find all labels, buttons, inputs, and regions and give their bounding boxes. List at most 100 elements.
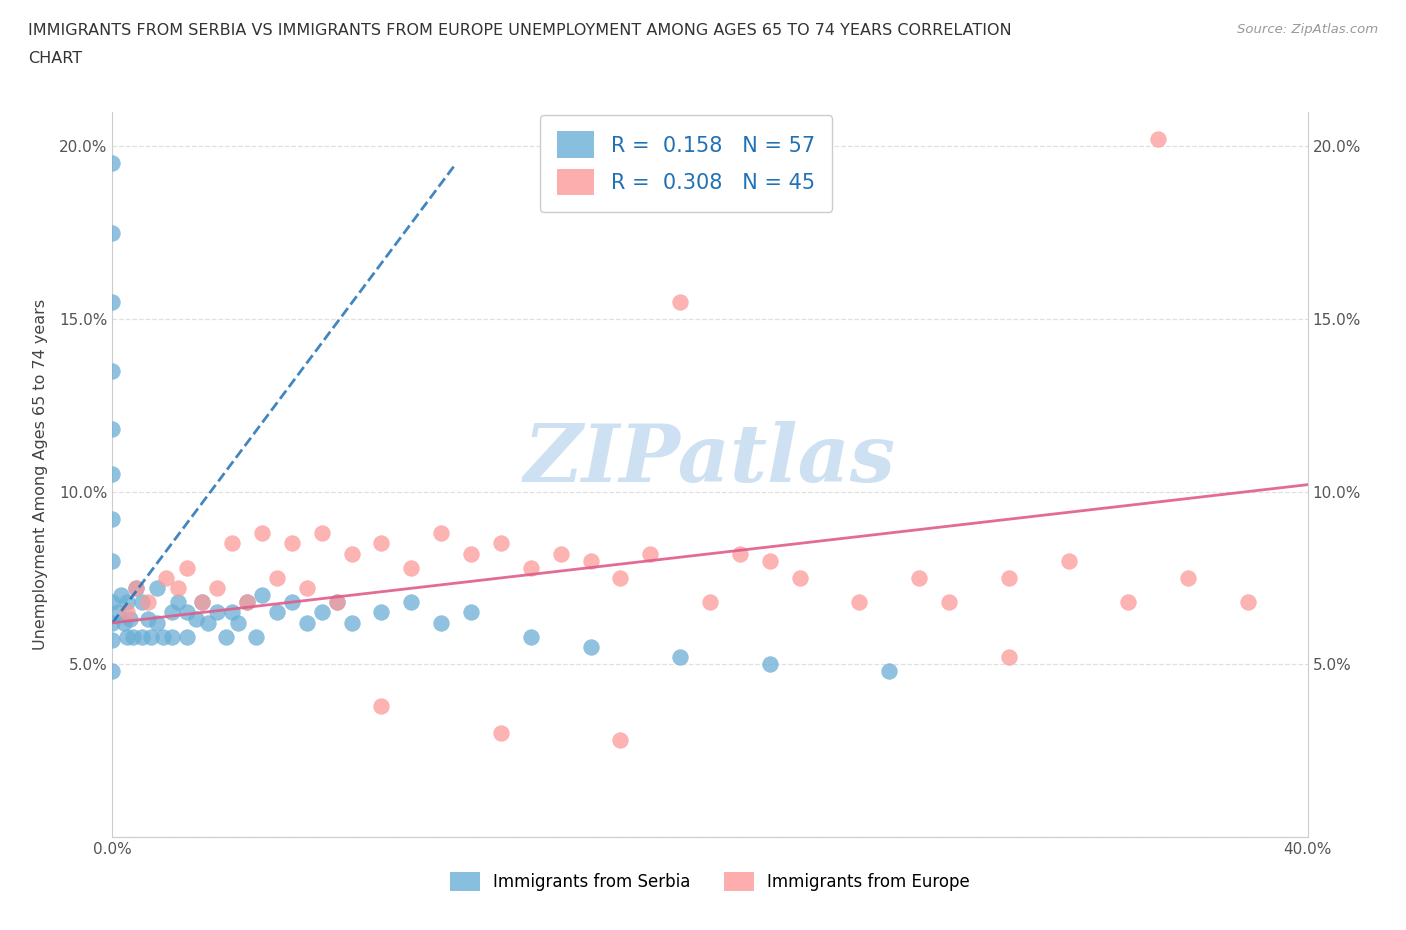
Point xyxy=(848,594,870,609)
Point xyxy=(146,581,169,596)
Point xyxy=(205,605,228,620)
Point xyxy=(401,560,423,575)
Point xyxy=(101,512,124,526)
Point xyxy=(215,630,238,644)
Text: Source: ZipAtlas.com: Source: ZipAtlas.com xyxy=(1237,23,1378,36)
Point xyxy=(117,594,139,609)
Point xyxy=(759,553,782,568)
Point xyxy=(998,650,1021,665)
Point xyxy=(155,570,177,585)
Point xyxy=(176,560,198,575)
Point xyxy=(370,536,392,551)
Point xyxy=(370,698,392,713)
Point xyxy=(340,546,363,561)
Point xyxy=(114,616,135,631)
Point xyxy=(1177,570,1199,585)
Point xyxy=(120,612,142,627)
Point xyxy=(311,605,333,620)
Point xyxy=(245,630,267,644)
Point xyxy=(550,546,572,561)
Point xyxy=(167,594,190,609)
Point xyxy=(281,594,304,609)
Point xyxy=(176,630,198,644)
Point xyxy=(191,594,214,609)
Point xyxy=(101,364,124,379)
Point xyxy=(146,616,169,631)
Point xyxy=(167,581,190,596)
Point xyxy=(1237,594,1260,609)
Point xyxy=(879,664,901,679)
Point xyxy=(489,726,512,741)
Point xyxy=(579,553,602,568)
Point xyxy=(938,594,960,609)
Point xyxy=(266,570,288,585)
Point xyxy=(430,616,453,631)
Point xyxy=(125,581,148,596)
Point xyxy=(998,570,1021,585)
Point xyxy=(117,630,139,644)
Point xyxy=(138,594,160,609)
Point xyxy=(131,630,153,644)
Point xyxy=(520,630,543,644)
Point xyxy=(401,594,423,609)
Point xyxy=(266,605,288,620)
Point xyxy=(101,294,124,309)
Point xyxy=(226,616,249,631)
Point xyxy=(325,594,347,609)
Point xyxy=(107,605,129,620)
Point xyxy=(669,650,692,665)
Point xyxy=(162,630,183,644)
Point xyxy=(609,733,631,748)
Point xyxy=(430,525,453,540)
Point xyxy=(340,616,363,631)
Text: ZIPatlas: ZIPatlas xyxy=(524,421,896,498)
Point xyxy=(110,588,132,603)
Point xyxy=(520,560,543,575)
Point xyxy=(162,605,183,620)
Point xyxy=(191,594,214,609)
Y-axis label: Unemployment Among Ages 65 to 74 years: Unemployment Among Ages 65 to 74 years xyxy=(34,299,48,650)
Point xyxy=(101,156,124,171)
Point xyxy=(489,536,512,551)
Text: IMMIGRANTS FROM SERBIA VS IMMIGRANTS FROM EUROPE UNEMPLOYMENT AMONG AGES 65 TO 7: IMMIGRANTS FROM SERBIA VS IMMIGRANTS FRO… xyxy=(28,23,1012,38)
Point xyxy=(186,612,208,627)
Point xyxy=(640,546,662,561)
Point xyxy=(250,525,273,540)
Point xyxy=(101,594,124,609)
Point xyxy=(460,546,482,561)
Point xyxy=(789,570,811,585)
Point xyxy=(101,225,124,240)
Point xyxy=(122,630,145,644)
Point xyxy=(101,467,124,482)
Point xyxy=(325,594,347,609)
Point xyxy=(669,294,692,309)
Point xyxy=(236,594,259,609)
Point xyxy=(699,594,721,609)
Point xyxy=(370,605,392,620)
Point xyxy=(1118,594,1140,609)
Point xyxy=(460,605,482,620)
Point xyxy=(141,630,163,644)
Point xyxy=(131,594,153,609)
Point xyxy=(176,605,198,620)
Point xyxy=(311,525,333,540)
Point xyxy=(1147,132,1170,147)
Point xyxy=(101,664,124,679)
Point xyxy=(101,553,124,568)
Point xyxy=(152,630,174,644)
Point xyxy=(221,536,243,551)
Point xyxy=(728,546,751,561)
Point xyxy=(759,657,782,671)
Point xyxy=(295,581,318,596)
Point xyxy=(281,536,304,551)
Point xyxy=(609,570,631,585)
Point xyxy=(908,570,931,585)
Point xyxy=(221,605,243,620)
Point xyxy=(1057,553,1080,568)
Point xyxy=(295,616,318,631)
Point xyxy=(205,581,228,596)
Text: CHART: CHART xyxy=(28,51,82,66)
Legend: Immigrants from Serbia, Immigrants from Europe: Immigrants from Serbia, Immigrants from … xyxy=(443,865,977,897)
Point xyxy=(125,581,148,596)
Point xyxy=(101,616,124,631)
